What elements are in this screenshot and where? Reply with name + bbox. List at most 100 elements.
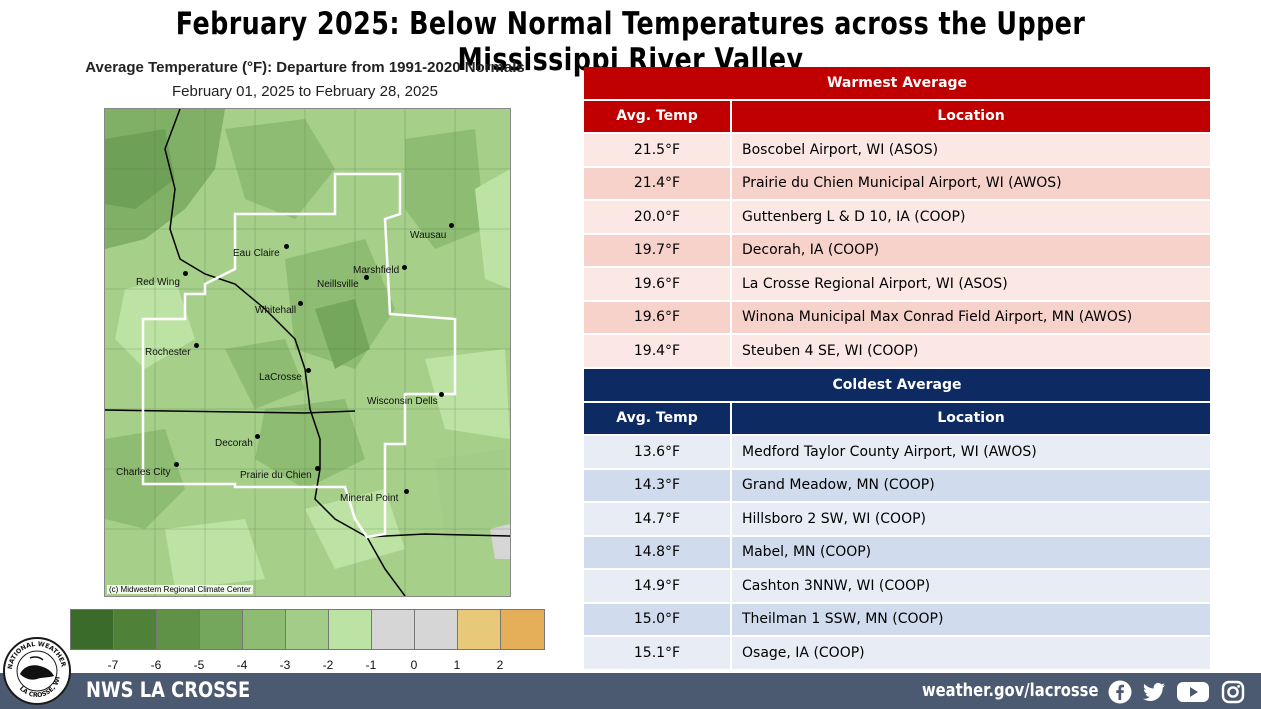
warmest-col-avg-temp: Avg. Temp — [584, 98, 732, 133]
avg-temp-cell: 19.7°F — [584, 233, 732, 267]
location-cell: Decorah, IA (COOP) — [742, 242, 880, 259]
city-label-prairie-du-chien: Prairie du Chien — [240, 470, 312, 481]
warmest-average-table: Warmest Average Avg. Temp Location 21.5°… — [584, 67, 1210, 367]
coldest-average-table: Coldest Average Avg. Temp Location 13.6°… — [584, 369, 1210, 669]
footer-bar: NWS LA CROSSE weather.gov/lacrosse — [0, 673, 1261, 709]
legend-swatch — [415, 610, 458, 649]
location-cell: Guttenberg L & D 10, IA (COOP) — [742, 208, 966, 225]
coldest-col-avg-temp: Avg. Temp — [584, 400, 732, 435]
location-cell: Cashton 3NNW, WI (COOP) — [742, 577, 931, 594]
city-label-mineral-point: Mineral Point — [340, 493, 399, 504]
legend-label: 1 — [453, 658, 461, 672]
coldest-col-location: Location — [731, 400, 1210, 435]
warmest-col-location: Location — [731, 98, 1210, 133]
avg-temp-cell: 19.4°F — [584, 334, 732, 367]
city-label-charles-city: Charles City — [116, 467, 171, 478]
legend-swatch — [71, 610, 114, 649]
legend-swatch — [114, 610, 157, 649]
legend-label: -5 — [193, 658, 205, 672]
avg-temp-cell: 14.7°F — [584, 502, 732, 536]
nws-logo-icon: NATIONAL WEATHER SERVICE LA CROSSE, WI — [2, 636, 71, 705]
legend-label: -2 — [322, 658, 334, 672]
youtube-icon[interactable] — [1176, 680, 1210, 704]
legend-label: -7 — [107, 658, 119, 672]
location-cell: Winona Municipal Max Conrad Field Airpor… — [742, 309, 1133, 326]
table-row: 20.0°F Guttenberg L & D 10, IA (COOP) — [584, 200, 1210, 234]
avg-temp-cell: 15.0°F — [584, 602, 732, 636]
location-cell: Medford Taylor County Airport, WI (AWOS) — [742, 443, 1037, 460]
avg-temp-cell: 13.6°F — [584, 435, 732, 469]
table-row: 21.5°F Boscobel Airport, WI (ASOS) — [584, 133, 1210, 167]
legend-label: 0 — [410, 658, 418, 672]
instagram-icon[interactable] — [1221, 680, 1245, 704]
legend-label: -4 — [236, 658, 248, 672]
avg-temp-cell: 21.4°F — [584, 166, 732, 200]
city-marker — [315, 466, 320, 471]
map-credit: (c) Midwestern Regional Climate Center — [107, 585, 253, 594]
avg-temp-cell: 19.6°F — [584, 267, 732, 301]
legend-label: -3 — [279, 658, 291, 672]
avg-temp-cell: 14.3°F — [584, 468, 732, 502]
city-marker — [284, 244, 289, 249]
table-row: 19.4°F Steuben 4 SE, WI (COOP) — [584, 334, 1210, 367]
avg-temp-cell: 21.5°F — [584, 133, 732, 167]
table-row: 13.6°F Medford Taylor County Airport, WI … — [584, 435, 1210, 469]
city-label-marshfield: Marshfield — [353, 265, 400, 276]
city-marker — [174, 462, 179, 467]
city-marker — [404, 489, 409, 494]
warmest-table-caption: Warmest Average — [584, 67, 1210, 100]
location-cell: Osage, IA (COOP) — [742, 644, 865, 661]
city-marker — [364, 275, 369, 280]
table-row: 19.6°F La Crosse Regional Airport, WI (AS… — [584, 267, 1210, 301]
map-subtitle: February 01, 2025 to February 28, 2025 — [171, 83, 438, 100]
website-link[interactable]: weather.gov/lacrosse — [922, 680, 1099, 701]
city-marker — [402, 265, 407, 270]
table-row: 15.1°F Osage, IA (COOP) — [584, 636, 1210, 669]
legend-swatch — [501, 610, 544, 649]
legend-swatch — [458, 610, 501, 649]
map-graphic — [105, 109, 510, 596]
map-title: Average Temperature (°F): Departure from… — [85, 59, 525, 76]
table-row: 21.4°F Prairie du Chien Municipal Airport… — [584, 166, 1210, 200]
avg-temp-cell: 14.8°F — [584, 535, 732, 569]
city-label-wisconsin-dells: Wisconsin Dells — [367, 396, 438, 407]
table-row: 14.3°F Grand Meadow, MN (COOP) — [584, 468, 1210, 502]
table-row: 15.0°F Theilman 1 SSW, MN (COOP) — [584, 602, 1210, 636]
city-marker — [183, 271, 188, 276]
city-label-neillsville: Neillsville — [317, 279, 359, 290]
city-marker — [449, 223, 454, 228]
location-cell: Hillsboro 2 SW, WI (COOP) — [742, 510, 926, 527]
facebook-icon[interactable] — [1108, 680, 1132, 704]
twitter-icon[interactable] — [1140, 680, 1168, 704]
city-label-eau-claire: Eau Claire — [233, 248, 280, 259]
table-row: 14.7°F Hillsboro 2 SW, WI (COOP) — [584, 502, 1210, 536]
city-label-red-wing: Red Wing — [136, 277, 180, 288]
city-label-rochester: Rochester — [145, 347, 191, 358]
temperature-departure-map: Eau Claire Wausau Marshfield Red Wing Ne… — [104, 108, 511, 597]
legend-swatch — [157, 610, 200, 649]
city-label-whitehall: Whitehall — [255, 305, 297, 316]
city-label-decorah: Decorah — [215, 438, 253, 449]
table-row: 19.7°F Decorah, IA (COOP) — [584, 233, 1210, 267]
location-cell: Grand Meadow, MN (COOP) — [742, 477, 935, 494]
city-marker — [194, 343, 199, 348]
location-cell: Prairie du Chien Municipal Airport, WI (… — [742, 175, 1062, 192]
location-cell: Mabel, MN (COOP) — [742, 544, 872, 561]
legend-swatch — [243, 610, 286, 649]
location-cell: Boscobel Airport, WI (ASOS) — [742, 141, 939, 158]
coldest-table-caption: Coldest Average — [584, 369, 1210, 402]
color-legend — [70, 609, 545, 650]
city-marker — [439, 392, 444, 397]
city-label-lacrosse: LaCrosse — [259, 372, 302, 383]
table-row: 19.6°F Winona Municipal Max Conrad Field … — [584, 300, 1210, 334]
legend-label: 2 — [496, 658, 504, 672]
page-title: February 2025: Below Normal Temperatures… — [175, 6, 1086, 78]
legend-swatch — [286, 610, 329, 649]
office-name: NWS LA CROSSE — [86, 678, 251, 702]
location-cell: Steuben 4 SE, WI (COOP) — [742, 342, 919, 359]
city-marker — [306, 368, 311, 373]
avg-temp-cell: 14.9°F — [584, 569, 732, 603]
legend-swatch — [329, 610, 372, 649]
avg-temp-cell: 20.0°F — [584, 200, 732, 234]
city-marker — [255, 434, 260, 439]
